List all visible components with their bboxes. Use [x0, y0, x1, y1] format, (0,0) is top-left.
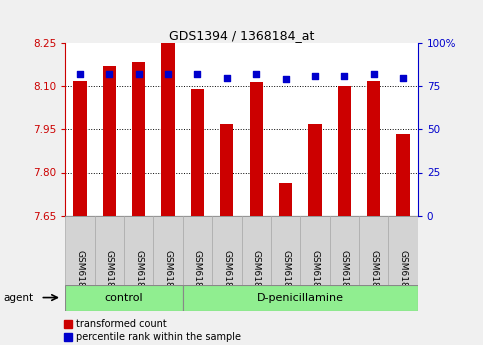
Point	[76, 71, 84, 77]
Text: GSM61816: GSM61816	[340, 250, 349, 299]
Text: GSM61809: GSM61809	[134, 250, 143, 299]
Title: GDS1394 / 1368184_at: GDS1394 / 1368184_at	[169, 29, 314, 42]
Bar	[367, 80, 380, 216]
FancyBboxPatch shape	[212, 216, 242, 285]
FancyBboxPatch shape	[242, 216, 271, 285]
FancyBboxPatch shape	[124, 216, 154, 285]
Text: GSM61815: GSM61815	[311, 250, 319, 299]
Text: GSM61813: GSM61813	[252, 250, 261, 299]
Text: GSM61811: GSM61811	[193, 250, 202, 299]
Bar	[103, 66, 116, 216]
Text: GSM61818: GSM61818	[398, 250, 408, 299]
Text: GSM61812: GSM61812	[222, 250, 231, 299]
FancyBboxPatch shape	[300, 216, 329, 285]
Legend: transformed count, percentile rank within the sample: transformed count, percentile rank withi…	[60, 315, 245, 345]
Text: GSM61814: GSM61814	[281, 250, 290, 299]
FancyBboxPatch shape	[65, 216, 95, 285]
Point	[194, 71, 201, 77]
FancyBboxPatch shape	[154, 216, 183, 285]
Point	[223, 75, 231, 80]
Bar	[191, 89, 204, 216]
FancyBboxPatch shape	[329, 216, 359, 285]
Point	[105, 71, 113, 77]
FancyBboxPatch shape	[183, 285, 418, 310]
Point	[370, 71, 378, 77]
Point	[252, 71, 260, 77]
Text: GSM61807: GSM61807	[75, 250, 85, 299]
Point	[399, 75, 407, 80]
Point	[311, 73, 319, 79]
Bar	[397, 134, 410, 216]
Point	[282, 77, 289, 82]
Point	[164, 71, 172, 77]
Text: D-penicillamine: D-penicillamine	[257, 293, 344, 303]
FancyBboxPatch shape	[271, 216, 300, 285]
Bar	[132, 62, 145, 216]
Bar	[308, 124, 322, 216]
Bar	[161, 43, 175, 216]
FancyBboxPatch shape	[183, 216, 212, 285]
Bar	[220, 124, 233, 216]
Text: agent: agent	[3, 293, 33, 303]
Text: control: control	[105, 293, 143, 303]
Bar	[250, 82, 263, 216]
Point	[341, 73, 348, 79]
Text: GSM61808: GSM61808	[105, 250, 114, 299]
Point	[135, 71, 142, 77]
Text: GSM61810: GSM61810	[164, 250, 172, 299]
FancyBboxPatch shape	[65, 285, 183, 310]
FancyBboxPatch shape	[359, 216, 388, 285]
FancyBboxPatch shape	[95, 216, 124, 285]
Text: GSM61817: GSM61817	[369, 250, 378, 299]
Bar	[338, 86, 351, 216]
FancyBboxPatch shape	[388, 216, 418, 285]
Bar	[279, 183, 292, 216]
Bar	[73, 80, 86, 216]
